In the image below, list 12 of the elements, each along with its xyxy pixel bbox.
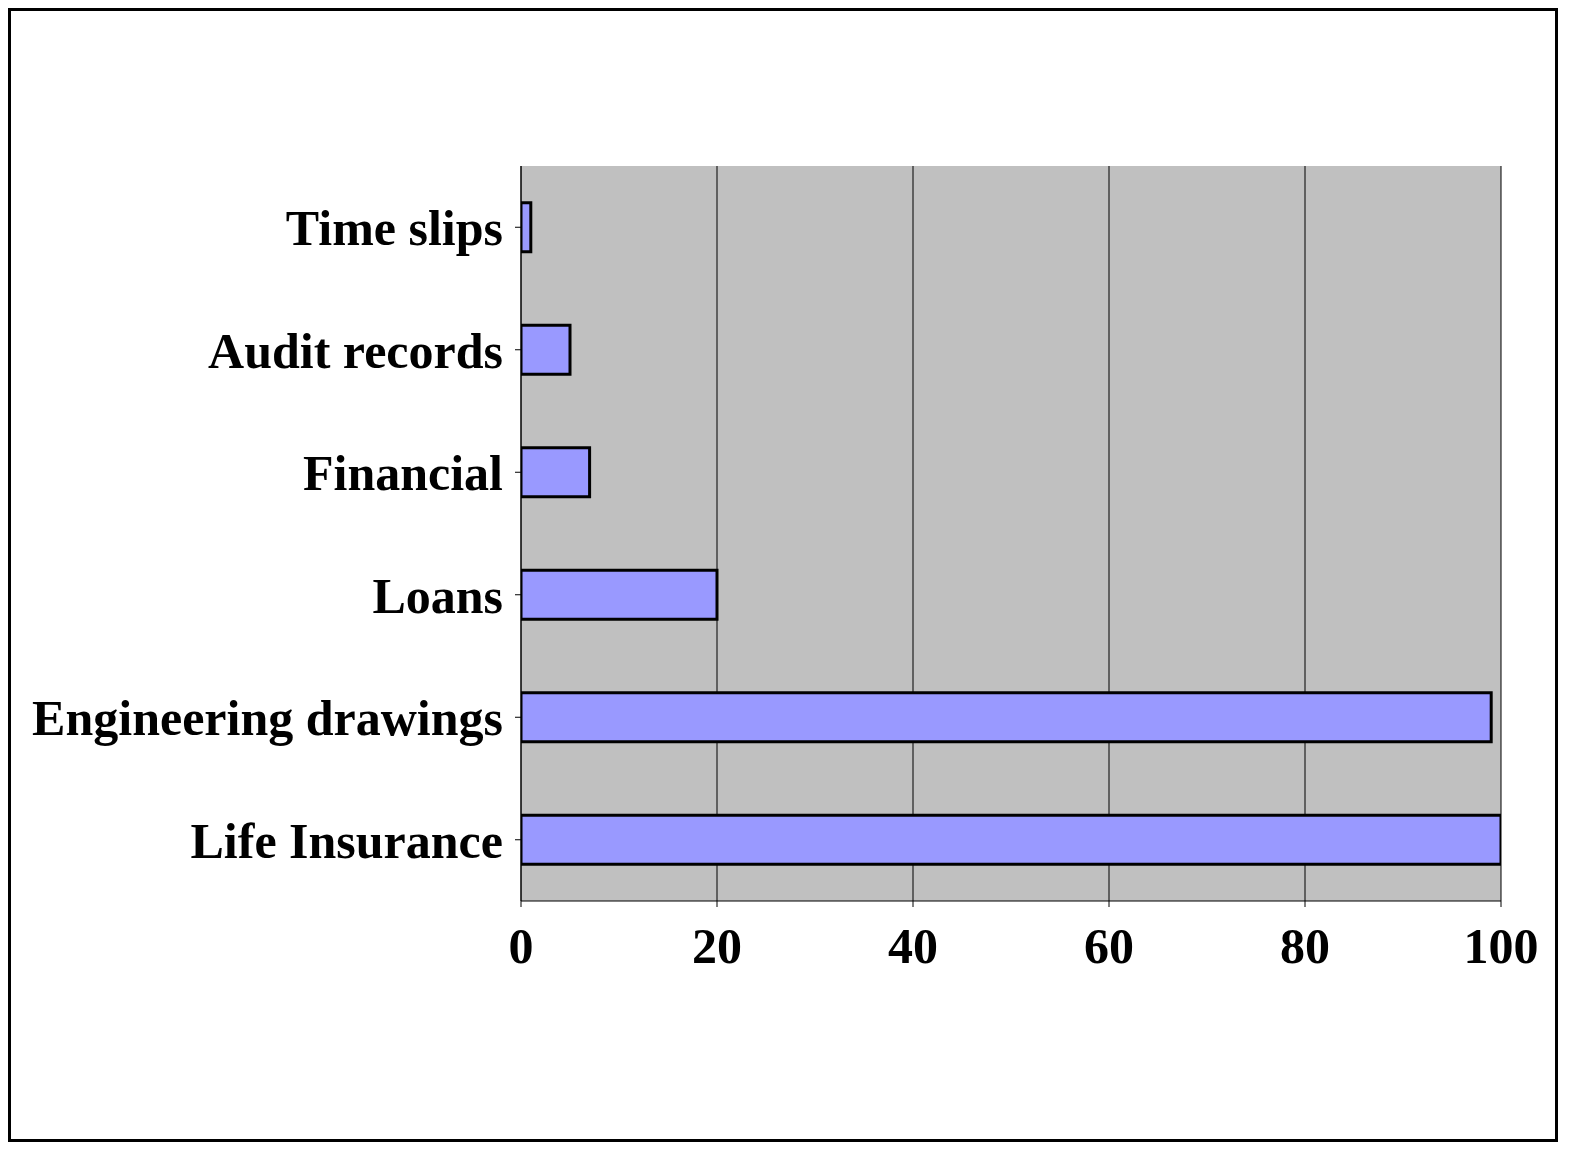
x-tick-label: 100 (1463, 917, 1539, 974)
y-tick-label: Audit records (208, 322, 503, 379)
x-tick-label: 80 (1280, 917, 1330, 974)
x-tick-label: 40 (888, 917, 938, 974)
x-tick-label: 0 (508, 917, 534, 974)
y-tick-label: Financial (302, 445, 504, 501)
y-tick-label: Life Insurance (190, 812, 503, 869)
y-tick-label: Loans (372, 567, 503, 624)
x-tick-label: 60 (1084, 917, 1134, 974)
y-tick-label: Engineering drawings (32, 690, 503, 746)
y-tick-label: Time slips (285, 200, 503, 256)
x-tick-label: 20 (692, 917, 742, 974)
